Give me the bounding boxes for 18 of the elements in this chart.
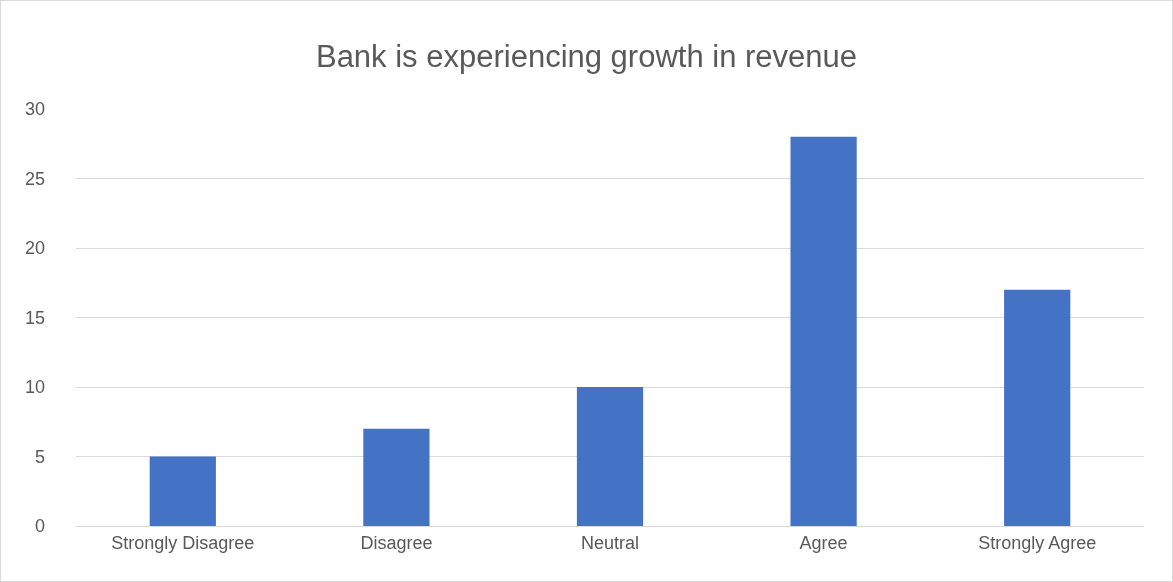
y-tick-label: 20 xyxy=(24,238,45,259)
x-tick-label: Strongly Agree xyxy=(978,532,1097,553)
bar xyxy=(363,428,430,526)
chart-title: Bank is experiencing growth in revenue xyxy=(315,38,858,74)
x-tick-label: Neutral xyxy=(580,532,640,553)
y-tick-label: 5 xyxy=(34,446,45,467)
x-tick-label: Strongly Disagree xyxy=(111,532,255,553)
bar xyxy=(576,387,644,526)
y-tick-label: 15 xyxy=(24,307,45,328)
bar xyxy=(790,136,857,526)
y-tick-label: 0 xyxy=(34,516,45,537)
y-tick-label: 30 xyxy=(24,99,45,120)
y-tick-label: 10 xyxy=(24,377,45,398)
bar xyxy=(1004,289,1071,526)
y-tick-label: 25 xyxy=(24,168,45,189)
bar xyxy=(149,456,216,526)
x-tick-label: Disagree xyxy=(360,532,433,553)
x-tick-label: Agree xyxy=(799,532,848,553)
